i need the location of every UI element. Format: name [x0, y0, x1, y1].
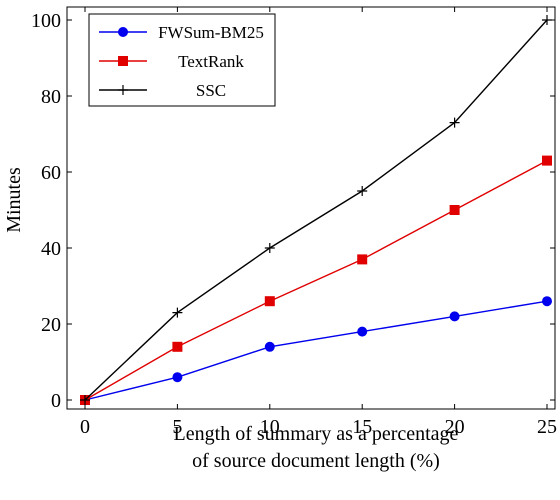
legend-marker-SSC [118, 85, 128, 95]
point-FWSum-BM25-15 [357, 326, 368, 337]
point-FWSum-BM25-10 [264, 341, 275, 352]
point-TextRank-10 [264, 296, 275, 307]
x-tick-label-2: 10 [260, 416, 280, 438]
y-tick-label-0: 0 [51, 390, 61, 412]
point-TextRank-15 [357, 254, 368, 265]
y-tick-label-1: 20 [41, 314, 61, 336]
point-SSC-20 [449, 117, 460, 128]
series-line-FWSum-BM25 [84, 300, 548, 401]
point-SSC-15 [357, 186, 368, 196]
point-TextRank-25 [542, 155, 552, 166]
x-axis-label-line-1: Length of summary as a percentage [174, 423, 459, 445]
point-FWSum-BM25-25 [542, 296, 552, 307]
series-line-SSC [84, 19, 548, 401]
x-tick-label-4: 20 [445, 416, 465, 438]
plot-frame [66, 6, 556, 410]
x-tick-label-3: 15 [352, 416, 372, 438]
plot-area: 0 5 10 15 20 25 0 20 40 60 80 100 FWSum-BM25 TextRank… [31, 6, 557, 438]
legend-marker-TextRank [118, 56, 128, 66]
point-SSC-0 [80, 395, 90, 405]
y-tick-label-4: 80 [41, 86, 61, 108]
point-SSC-25 [542, 15, 552, 25]
legend-marker-FWSum-BM25 [118, 27, 128, 37]
y-axis-label: Minutes [3, 167, 25, 233]
legend-label-SSC: SSC [196, 81, 226, 100]
legend-label-TextRank: TextRank [178, 52, 244, 71]
legend-label-FWSum-BM25: FWSum-BM25 [158, 23, 264, 42]
point-TextRank-5 [172, 341, 183, 352]
y-tick-label-2: 40 [41, 238, 61, 260]
x-tick-label-1: 5 [172, 416, 182, 438]
point-TextRank-20 [449, 205, 460, 215]
y-tick-label-3: 60 [41, 162, 61, 184]
x-tick-label-5: 25 [537, 416, 557, 438]
x-axis-label-line-2: of source document length (%) [192, 450, 440, 472]
point-SSC-10 [264, 243, 275, 253]
series-line-TextRank [84, 159, 548, 401]
point-SSC-5 [172, 307, 183, 318]
y-tick-label-5: 100 [31, 10, 61, 32]
point-FWSum-BM25-20 [449, 311, 460, 322]
point-FWSum-BM25-5 [172, 372, 183, 383]
x-tick-label-0: 0 [80, 416, 90, 438]
